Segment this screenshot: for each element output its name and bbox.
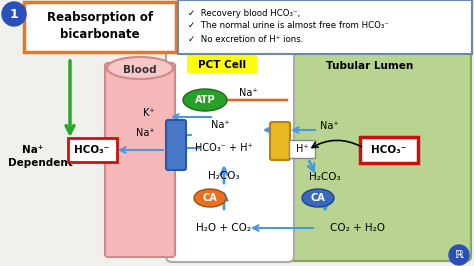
Text: Reabsorption of: Reabsorption of	[47, 11, 153, 24]
FancyBboxPatch shape	[24, 2, 176, 52]
Text: ✓  Recovery blood HCO₃⁻,: ✓ Recovery blood HCO₃⁻,	[188, 9, 300, 18]
FancyBboxPatch shape	[68, 138, 117, 162]
Text: Na⁺: Na⁺	[210, 120, 229, 130]
Text: Dependent: Dependent	[8, 158, 73, 168]
FancyBboxPatch shape	[270, 122, 290, 160]
Text: PCT Cell: PCT Cell	[198, 60, 246, 70]
Text: CA: CA	[202, 193, 218, 203]
Text: ℝ: ℝ	[455, 250, 464, 260]
Text: H⁺: H⁺	[296, 144, 308, 154]
FancyBboxPatch shape	[105, 63, 175, 257]
Ellipse shape	[302, 189, 334, 207]
Text: bicarbonate: bicarbonate	[60, 27, 140, 40]
Text: K⁺: K⁺	[143, 108, 155, 118]
Text: HCO₃⁻: HCO₃⁻	[74, 145, 109, 155]
Ellipse shape	[107, 57, 173, 79]
FancyBboxPatch shape	[178, 0, 472, 54]
Text: HCO₃⁻: HCO₃⁻	[371, 145, 407, 155]
Text: 1: 1	[9, 7, 18, 20]
FancyBboxPatch shape	[289, 140, 315, 158]
Ellipse shape	[183, 89, 227, 111]
Text: HCO₃⁻ + H⁺: HCO₃⁻ + H⁺	[195, 143, 253, 153]
FancyBboxPatch shape	[187, 55, 257, 73]
Text: CO₂ + H₂O: CO₂ + H₂O	[330, 223, 385, 233]
Text: H₂CO₃: H₂CO₃	[208, 171, 240, 181]
Text: Na⁺: Na⁺	[137, 128, 155, 138]
Text: ATP: ATP	[195, 95, 215, 105]
Circle shape	[2, 2, 26, 26]
Text: H₂CO₃: H₂CO₃	[309, 172, 341, 182]
Text: ✓  The normal urine is almost free from HCO₃⁻: ✓ The normal urine is almost free from H…	[188, 22, 389, 31]
Text: Na⁺: Na⁺	[239, 88, 257, 98]
Text: Tubular Lumen: Tubular Lumen	[327, 61, 414, 71]
FancyBboxPatch shape	[360, 137, 418, 163]
FancyBboxPatch shape	[166, 120, 186, 170]
Text: Na⁺: Na⁺	[320, 121, 338, 131]
Text: ✓  No excretion of H⁺ ions.: ✓ No excretion of H⁺ ions.	[188, 35, 303, 44]
FancyBboxPatch shape	[283, 49, 471, 261]
Text: CA: CA	[310, 193, 325, 203]
Text: Na⁺: Na⁺	[22, 145, 44, 155]
FancyBboxPatch shape	[166, 48, 294, 262]
Circle shape	[449, 245, 469, 265]
Text: Blood: Blood	[123, 65, 157, 75]
Ellipse shape	[194, 189, 226, 207]
Text: H₂O + CO₂: H₂O + CO₂	[197, 223, 252, 233]
